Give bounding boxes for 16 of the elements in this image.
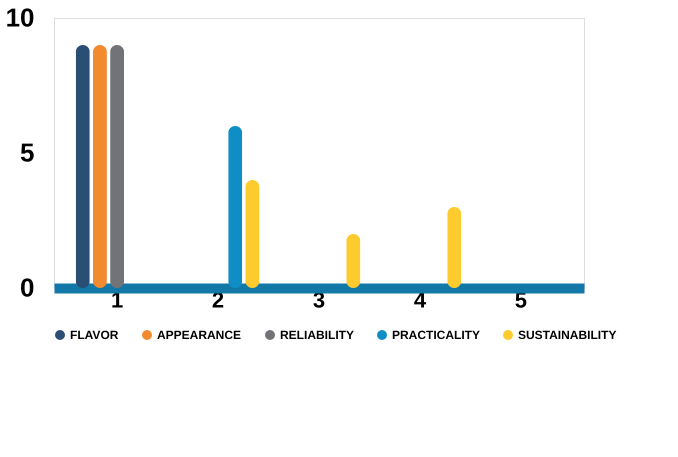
- legend-label: APPEARANCE: [157, 328, 242, 342]
- y-tick-label: 0: [20, 272, 34, 302]
- bar: [245, 180, 260, 288]
- legend-label: FLAVOR: [70, 328, 119, 342]
- legend-label: PRACTICALITY: [392, 328, 480, 342]
- bar: [228, 126, 242, 288]
- bar: [447, 207, 462, 288]
- x-tick-label: 4: [414, 288, 427, 312]
- bar: [346, 234, 360, 288]
- legend-label: SUSTAINABILITY: [518, 328, 616, 342]
- bar: [76, 45, 90, 288]
- legend-label: RELIABILITY: [280, 328, 354, 342]
- bar: [110, 45, 124, 288]
- bar: [92, 45, 107, 288]
- y-tick-label: 10: [6, 2, 34, 32]
- y-tick-label: 5: [20, 138, 34, 168]
